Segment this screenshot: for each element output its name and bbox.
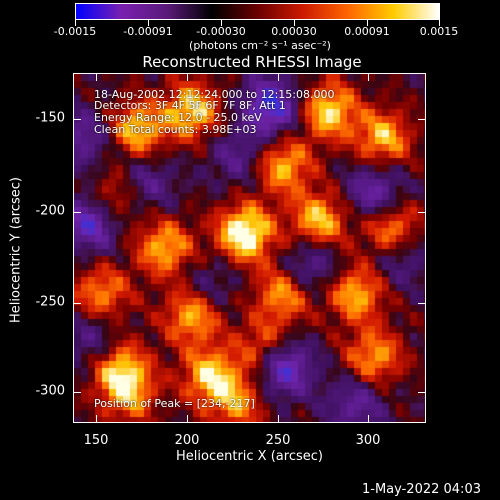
- colorbar: [75, 3, 440, 20]
- timestamp: 1-May-2022 04:03: [362, 482, 481, 497]
- x-tick: [96, 415, 97, 422]
- y-tick: [418, 119, 425, 120]
- x-tick: [187, 74, 188, 81]
- y-tick: [418, 212, 425, 213]
- image-plot: 18-Aug-2002 12:12:24.000 to 12:15:08.000…: [73, 73, 426, 423]
- y-axis-label: Heliocentric Y (arcsec): [8, 177, 24, 323]
- colorbar-tick-label: 0.0015: [419, 25, 459, 38]
- x-axis-label: Heliocentric X (arcsec): [176, 449, 323, 464]
- x-tick-label: 300: [355, 433, 381, 448]
- peak-position-label: Position of Peak = [234,-217]: [94, 397, 255, 410]
- x-tick-label: 200: [174, 433, 200, 448]
- colorbar-ticks: [75, 20, 440, 26]
- x-tick: [368, 415, 369, 422]
- x-tick: [187, 415, 188, 422]
- x-tick: [96, 74, 97, 81]
- x-tick-label: 250: [265, 433, 291, 448]
- y-tick: [74, 392, 81, 393]
- colorbar-tick-label: -0.00091: [123, 25, 173, 38]
- heatmap-image: [74, 74, 425, 422]
- y-tick: [74, 119, 81, 120]
- colorbar-tick-label: -0.00030: [196, 25, 246, 38]
- x-tick: [278, 74, 279, 81]
- colorbar-tick-label: -0.0015: [53, 25, 97, 38]
- info-line-energy: Energy Range: 12.0 - 25.0 keV: [94, 111, 262, 124]
- info-line-time: 18-Aug-2002 12:12:24.000 to 12:15:08.000: [94, 88, 335, 101]
- y-tick: [418, 303, 425, 304]
- y-tick-label: -200: [35, 203, 65, 219]
- info-line-counts: Clean Total counts: 3.98E+03: [94, 123, 257, 136]
- plot-title: Reconstructed RHESSI Image: [142, 53, 362, 71]
- x-tick: [278, 415, 279, 422]
- x-tick-label: 150: [83, 433, 109, 448]
- colorbar-tick-label: 0.00030: [271, 25, 317, 38]
- x-tick: [368, 74, 369, 81]
- y-tick-label: -300: [35, 383, 65, 399]
- info-line-detectors: Detectors: 3F 4F 5F 6F 7F 8F, Att 1: [94, 99, 286, 112]
- y-tick-label: -250: [35, 294, 65, 310]
- y-tick: [74, 212, 81, 213]
- y-tick: [74, 303, 81, 304]
- y-tick: [418, 392, 425, 393]
- colorbar-tick-label: 0.00091: [344, 25, 390, 38]
- y-tick-label: -150: [35, 110, 65, 126]
- colorbar-units: (photons cm⁻² s⁻¹ asec⁻²): [189, 39, 331, 52]
